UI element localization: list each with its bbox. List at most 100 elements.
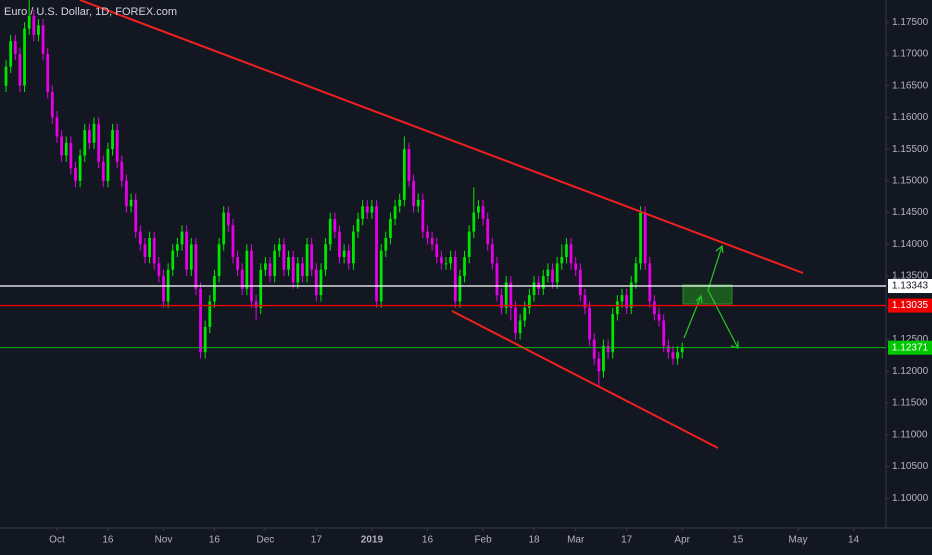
candle-body xyxy=(236,257,239,270)
candle-body xyxy=(486,218,490,245)
candle-body xyxy=(426,231,429,238)
candle-body xyxy=(125,180,128,207)
candle-body xyxy=(287,257,290,270)
y-tick-label: 1.17000 xyxy=(892,49,929,60)
candle-body xyxy=(13,41,17,54)
candle-body xyxy=(449,257,453,264)
candle-body xyxy=(152,237,156,264)
candle-body xyxy=(32,15,36,35)
candle-body xyxy=(189,244,193,270)
candle-body xyxy=(347,250,351,264)
candle-body xyxy=(416,199,420,207)
candle-body xyxy=(597,358,601,372)
x-tick-label: 18 xyxy=(528,535,540,546)
candle-body xyxy=(129,199,133,207)
candle-body xyxy=(55,117,59,137)
candle-body xyxy=(666,345,670,353)
candle-body xyxy=(379,250,383,302)
price-level-label: 1.13343 xyxy=(892,281,929,292)
candle-body xyxy=(477,206,480,213)
price-level-tag xyxy=(888,279,932,294)
candle-body xyxy=(203,326,207,353)
candle-body xyxy=(402,149,406,200)
candle-body xyxy=(565,244,568,258)
candle-body xyxy=(514,307,517,334)
candle-body xyxy=(185,231,189,270)
candle-body xyxy=(490,244,494,264)
candle-body xyxy=(615,301,619,315)
x-tick-label: 17 xyxy=(621,535,633,546)
x-tick-label: Mar xyxy=(567,535,585,546)
candle-body xyxy=(602,345,605,372)
candle-body xyxy=(78,155,82,181)
candle-body xyxy=(324,244,327,270)
candle-body xyxy=(504,282,508,308)
candle-body xyxy=(87,130,91,143)
candle-body xyxy=(365,206,369,213)
candle-body xyxy=(64,142,68,156)
candle-body xyxy=(500,295,503,308)
candle-body xyxy=(171,250,175,270)
candle-body xyxy=(259,269,263,308)
candle-body xyxy=(495,263,499,296)
y-tick-label: 1.11500 xyxy=(892,398,928,409)
candle-body xyxy=(282,244,286,270)
x-tick-label: Nov xyxy=(155,535,173,546)
candle-body xyxy=(115,130,119,162)
candle-body xyxy=(310,244,314,270)
candle-body xyxy=(37,25,40,35)
candle-body xyxy=(175,244,179,251)
candle-body xyxy=(92,123,96,143)
candle-body xyxy=(560,257,564,264)
candle-body xyxy=(157,263,161,277)
candle-body xyxy=(439,257,443,264)
candle-body xyxy=(162,276,165,302)
candle-body xyxy=(296,263,300,283)
candle-body xyxy=(305,244,309,277)
candle-body xyxy=(41,25,45,54)
y-tick-label: 1.16500 xyxy=(892,80,929,91)
candle-body xyxy=(83,130,87,156)
candle-body xyxy=(639,212,642,264)
y-tick-label: 1.15500 xyxy=(892,144,929,155)
candle-body xyxy=(268,263,272,277)
candle-body xyxy=(361,206,365,219)
candle-body xyxy=(384,237,388,251)
candle-body xyxy=(245,250,249,289)
candle-body xyxy=(213,276,216,302)
candle-body xyxy=(50,92,54,118)
trendline xyxy=(451,310,719,449)
candle-body xyxy=(611,314,615,353)
candle-body xyxy=(583,295,587,308)
candle-body xyxy=(643,212,647,264)
candle-body xyxy=(662,320,666,346)
x-tick-label: 16 xyxy=(422,535,434,546)
x-tick-label: 2019 xyxy=(361,535,384,546)
x-tick-label: May xyxy=(789,535,808,546)
candle-body xyxy=(356,218,360,232)
candle-body xyxy=(527,295,531,308)
candle-body xyxy=(546,269,550,277)
candle-body xyxy=(407,149,411,181)
y-tick-label: 1.11000 xyxy=(892,429,928,440)
candle-body xyxy=(509,282,513,308)
candle-body xyxy=(291,257,295,283)
candle-body xyxy=(338,231,341,258)
y-tick-label: 1.14500 xyxy=(892,207,929,218)
price-level-label: 1.12371 xyxy=(892,342,929,353)
candle-body xyxy=(277,244,281,251)
candle-body xyxy=(375,206,378,302)
candle-body xyxy=(74,168,77,181)
y-tick-label: 1.10500 xyxy=(892,461,929,472)
price-level-tag xyxy=(888,340,932,355)
candle-body xyxy=(319,269,323,296)
candle-body xyxy=(27,15,31,29)
candle-body xyxy=(18,53,22,86)
candle-body xyxy=(606,345,610,353)
candle-body xyxy=(351,231,355,264)
candle-body xyxy=(180,231,184,245)
candle-body xyxy=(97,123,101,162)
candle-body xyxy=(148,237,151,258)
